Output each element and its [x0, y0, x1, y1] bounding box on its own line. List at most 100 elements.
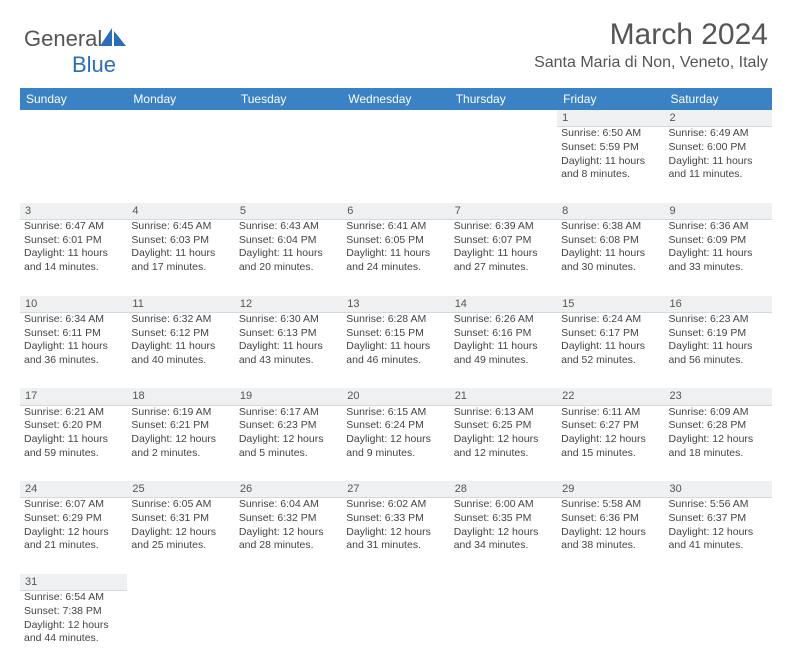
sunset-text: Sunset: 6:00 PM — [669, 141, 768, 155]
sunset-text: Sunset: 6:25 PM — [454, 419, 553, 433]
logo-text: GeneralBlue — [24, 26, 126, 78]
daylight-text: Daylight: 11 hours — [239, 340, 338, 354]
day-number-cell: 3 — [20, 203, 127, 220]
sunrise-text: Sunrise: 6:54 AM — [24, 591, 123, 605]
day-number-cell: 10 — [20, 296, 127, 313]
daylight-text: Daylight: 11 hours — [346, 247, 445, 261]
day-cell: Sunrise: 5:58 AMSunset: 6:36 PMDaylight:… — [557, 498, 664, 574]
sunrise-text: Sunrise: 6:39 AM — [454, 220, 553, 234]
day-number-cell — [20, 110, 127, 127]
daylight-text: Daylight: 12 hours — [131, 433, 230, 447]
sunrise-text: Sunrise: 6:50 AM — [561, 127, 660, 141]
calendar-table: Sunday Monday Tuesday Wednesday Thursday… — [20, 88, 772, 667]
day-cell: Sunrise: 6:23 AMSunset: 6:19 PMDaylight:… — [665, 312, 772, 388]
sunset-text: Sunset: 6:19 PM — [669, 327, 768, 341]
day-cell: Sunrise: 6:13 AMSunset: 6:25 PMDaylight:… — [450, 405, 557, 481]
day-cell: Sunrise: 6:24 AMSunset: 6:17 PMDaylight:… — [557, 312, 664, 388]
daylight-text: and 43 minutes. — [239, 354, 338, 368]
daylight-text: and 44 minutes. — [24, 632, 123, 646]
sunrise-text: Sunrise: 6:49 AM — [669, 127, 768, 141]
sunset-text: Sunset: 6:08 PM — [561, 234, 660, 248]
daynum-row: 3456789 — [20, 203, 772, 220]
daylight-text: and 36 minutes. — [24, 354, 123, 368]
day-cell: Sunrise: 6:49 AMSunset: 6:00 PMDaylight:… — [665, 127, 772, 203]
sunset-text: Sunset: 6:23 PM — [239, 419, 338, 433]
day-number-cell — [127, 574, 234, 591]
daylight-text: Daylight: 11 hours — [561, 155, 660, 169]
logo-blue: Blue — [72, 52, 116, 77]
sunset-text: Sunset: 6:07 PM — [454, 234, 553, 248]
daylight-text: and 8 minutes. — [561, 168, 660, 182]
week-row: Sunrise: 6:21 AMSunset: 6:20 PMDaylight:… — [20, 405, 772, 481]
day-number-cell — [557, 574, 664, 591]
logo: GeneralBlue — [24, 18, 126, 78]
sunset-text: Sunset: 6:01 PM — [24, 234, 123, 248]
day-cell: Sunrise: 6:11 AMSunset: 6:27 PMDaylight:… — [557, 405, 664, 481]
sunrise-text: Sunrise: 6:38 AM — [561, 220, 660, 234]
daylight-text: and 34 minutes. — [454, 539, 553, 553]
day-cell: Sunrise: 6:30 AMSunset: 6:13 PMDaylight:… — [235, 312, 342, 388]
daylight-text: Daylight: 12 hours — [669, 526, 768, 540]
day-cell: Sunrise: 6:02 AMSunset: 6:33 PMDaylight:… — [342, 498, 449, 574]
day-number-cell — [127, 110, 234, 127]
sunset-text: Sunset: 6:35 PM — [454, 512, 553, 526]
daylight-text: and 2 minutes. — [131, 447, 230, 461]
day-cell — [235, 127, 342, 203]
day-cell: Sunrise: 6:04 AMSunset: 6:32 PMDaylight:… — [235, 498, 342, 574]
day-number-cell — [450, 574, 557, 591]
sunrise-text: Sunrise: 6:02 AM — [346, 498, 445, 512]
daylight-text: and 49 minutes. — [454, 354, 553, 368]
day-number-cell — [235, 574, 342, 591]
sunrise-text: Sunrise: 6:15 AM — [346, 406, 445, 420]
day-cell: Sunrise: 6:17 AMSunset: 6:23 PMDaylight:… — [235, 405, 342, 481]
daylight-text: and 46 minutes. — [346, 354, 445, 368]
daylight-text: and 18 minutes. — [669, 447, 768, 461]
daylight-text: and 28 minutes. — [239, 539, 338, 553]
daylight-text: and 11 minutes. — [669, 168, 768, 182]
daylight-text: and 40 minutes. — [131, 354, 230, 368]
daylight-text: and 5 minutes. — [239, 447, 338, 461]
daylight-text: Daylight: 12 hours — [346, 433, 445, 447]
week-row: Sunrise: 6:07 AMSunset: 6:29 PMDaylight:… — [20, 498, 772, 574]
weekday-header: Sunday — [20, 88, 127, 110]
day-number-cell: 19 — [235, 388, 342, 405]
week-row: Sunrise: 6:34 AMSunset: 6:11 PMDaylight:… — [20, 312, 772, 388]
sunrise-text: Sunrise: 5:56 AM — [669, 498, 768, 512]
sunrise-text: Sunrise: 6:43 AM — [239, 220, 338, 234]
weekday-header-row: Sunday Monday Tuesday Wednesday Thursday… — [20, 88, 772, 110]
daylight-text: Daylight: 11 hours — [346, 340, 445, 354]
day-number-cell — [235, 110, 342, 127]
day-cell: Sunrise: 6:05 AMSunset: 6:31 PMDaylight:… — [127, 498, 234, 574]
daylight-text: Daylight: 11 hours — [669, 247, 768, 261]
sunset-text: Sunset: 6:36 PM — [561, 512, 660, 526]
daylight-text: Daylight: 12 hours — [454, 433, 553, 447]
daylight-text: and 33 minutes. — [669, 261, 768, 275]
sunrise-text: Sunrise: 6:34 AM — [24, 313, 123, 327]
sunrise-text: Sunrise: 6:04 AM — [239, 498, 338, 512]
week-row: Sunrise: 6:47 AMSunset: 6:01 PMDaylight:… — [20, 220, 772, 296]
sunset-text: Sunset: 6:12 PM — [131, 327, 230, 341]
daylight-text: and 30 minutes. — [561, 261, 660, 275]
day-number-cell: 26 — [235, 481, 342, 498]
daylight-text: Daylight: 11 hours — [669, 155, 768, 169]
sunrise-text: Sunrise: 6:47 AM — [24, 220, 123, 234]
daylight-text: Daylight: 12 hours — [669, 433, 768, 447]
day-cell: Sunrise: 6:45 AMSunset: 6:03 PMDaylight:… — [127, 220, 234, 296]
weekday-header: Saturday — [665, 88, 772, 110]
sunrise-text: Sunrise: 6:11 AM — [561, 406, 660, 420]
sunrise-text: Sunrise: 6:32 AM — [131, 313, 230, 327]
day-number-cell: 2 — [665, 110, 772, 127]
daylight-text: Daylight: 11 hours — [24, 247, 123, 261]
day-number-cell: 20 — [342, 388, 449, 405]
day-number-cell: 9 — [665, 203, 772, 220]
day-cell — [557, 591, 664, 667]
day-cell — [127, 591, 234, 667]
day-number-cell — [450, 110, 557, 127]
sunset-text: Sunset: 6:15 PM — [346, 327, 445, 341]
day-cell: Sunrise: 6:43 AMSunset: 6:04 PMDaylight:… — [235, 220, 342, 296]
day-number-cell: 1 — [557, 110, 664, 127]
daylight-text: and 14 minutes. — [24, 261, 123, 275]
daylight-text: Daylight: 12 hours — [239, 526, 338, 540]
daylight-text: and 31 minutes. — [346, 539, 445, 553]
day-cell: Sunrise: 6:32 AMSunset: 6:12 PMDaylight:… — [127, 312, 234, 388]
